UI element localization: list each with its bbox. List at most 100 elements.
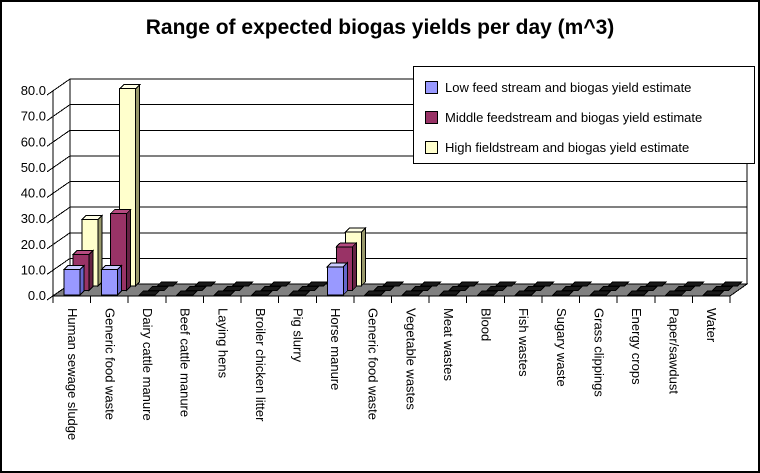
category-label: Energy crops	[629, 308, 644, 385]
zero-bar-mark	[147, 286, 170, 291]
zero-bar-mark	[372, 286, 396, 291]
bar-top-face	[80, 214, 104, 220]
zero-bar-mark	[682, 281, 705, 287]
zero-bar-mark	[720, 281, 743, 287]
legend: Low feed stream and biogas yield estimat…	[413, 66, 755, 164]
category-label: Sugary waste	[554, 308, 569, 387]
bar-top-face	[344, 227, 367, 233]
zero-bar-mark	[626, 290, 650, 296]
y-tick-label: 80.0	[21, 83, 46, 98]
zero-bar-mark	[673, 286, 696, 291]
category-label: Beef cattle manure	[178, 308, 193, 417]
bar-side-face	[351, 241, 357, 292]
zero-bar-mark	[138, 290, 161, 296]
legend-item-high: High fieldstream and biogas yield estima…	[425, 133, 754, 161]
zero-bar-mark	[231, 281, 254, 287]
category-label: Fish wastes	[516, 308, 531, 377]
zero-bar-mark	[551, 290, 575, 296]
y-tick	[46, 104, 71, 122]
legend-item-middle: Middle feedstream and biogas yield estim…	[425, 104, 754, 132]
zero-bar-mark	[569, 281, 593, 287]
legend-label-high: High fieldstream and biogas yield estima…	[445, 139, 690, 155]
legend-swatch-low	[425, 81, 438, 95]
zero-bar-mark	[560, 286, 584, 291]
zero-bar-mark	[419, 281, 442, 287]
y-tick-label: 60.0	[21, 134, 46, 149]
y-tick-label: 30.0	[21, 211, 46, 226]
y-tick	[46, 232, 71, 250]
bar-side-face	[342, 261, 348, 297]
category-label: Pig slurry	[290, 308, 305, 363]
y-tick-label: 40.0	[21, 186, 46, 201]
zero-bar-mark	[607, 281, 630, 287]
zero-bar-mark	[598, 286, 621, 291]
category-label: Generic food waste	[366, 308, 381, 420]
y-tick-label: 10.0	[21, 262, 46, 277]
bar	[63, 268, 81, 296]
legend-swatch-high	[425, 140, 438, 154]
category-label: Human sewage sludge	[65, 308, 80, 440]
zero-bar-mark	[363, 290, 387, 296]
category-label: Blood	[479, 308, 494, 341]
bar-top-face	[326, 262, 349, 268]
zero-bar-mark	[635, 286, 659, 291]
bar-side-face	[360, 226, 366, 288]
bar-side-face	[135, 83, 141, 288]
zero-bar-mark	[184, 286, 208, 291]
zero-bar-mark	[456, 281, 480, 287]
bar	[101, 268, 119, 296]
zero-bar-mark	[259, 286, 283, 291]
zero-bar-mark	[250, 290, 274, 296]
legend-swatch-middle	[425, 111, 438, 124]
y-tick	[46, 155, 71, 173]
category-label: Horse manure	[328, 308, 343, 390]
zero-bar-mark	[589, 290, 612, 296]
zero-bar-mark	[268, 281, 292, 287]
zero-bar-mark	[485, 286, 508, 291]
zero-bar-mark	[288, 290, 311, 296]
y-tick-label: 50.0	[21, 160, 46, 175]
zero-bar-mark	[193, 281, 217, 287]
zero-bar-mark	[306, 281, 329, 287]
zero-bar-mark	[711, 286, 734, 291]
bar	[326, 266, 344, 296]
y-tick-label: 20.0	[21, 237, 46, 252]
bar-top-face	[335, 242, 358, 248]
zero-bar-mark	[523, 286, 546, 291]
zero-bar-mark	[476, 290, 499, 296]
y-tick	[46, 129, 71, 147]
zero-bar-mark	[410, 286, 433, 291]
bar-top-face	[71, 250, 95, 256]
zero-bar-mark	[438, 290, 462, 296]
zero-bar-mark	[175, 290, 199, 296]
y-tick-label: 0.0	[28, 288, 46, 303]
zero-bar-mark	[494, 281, 517, 287]
bar-side-face	[117, 264, 123, 297]
category-label: Grass clippings	[591, 308, 606, 397]
zero-bar-mark	[447, 286, 471, 291]
category-label: Vegetable wastes	[403, 308, 418, 410]
category-label: Water	[704, 308, 719, 343]
legend-item-low: Low feed stream and biogas yield estimat…	[425, 74, 754, 102]
category-label: Dairy cattle manure	[140, 308, 155, 421]
bar-side-face	[79, 264, 85, 297]
zero-bar-mark	[297, 286, 320, 291]
zero-bar-mark	[381, 281, 405, 287]
category-label: Generic food waste	[102, 308, 117, 420]
zero-bar-mark	[213, 290, 236, 296]
zero-bar-mark	[644, 281, 668, 287]
bar-top-face	[62, 264, 86, 270]
legend-label-low: Low feed stream and biogas yield estimat…	[445, 80, 692, 96]
category-label: Laying hens	[215, 308, 230, 379]
y-tick	[46, 78, 71, 96]
zero-bar-mark	[664, 290, 687, 296]
bar-top-face	[100, 264, 123, 270]
zero-bar-mark	[514, 290, 537, 296]
category-label: Paper/sawdust	[667, 308, 682, 394]
category-label: Broiler chicken litter	[253, 308, 268, 422]
bar-top-face	[109, 209, 132, 215]
zero-bar-mark	[532, 281, 555, 287]
zero-bar-mark	[156, 281, 179, 287]
